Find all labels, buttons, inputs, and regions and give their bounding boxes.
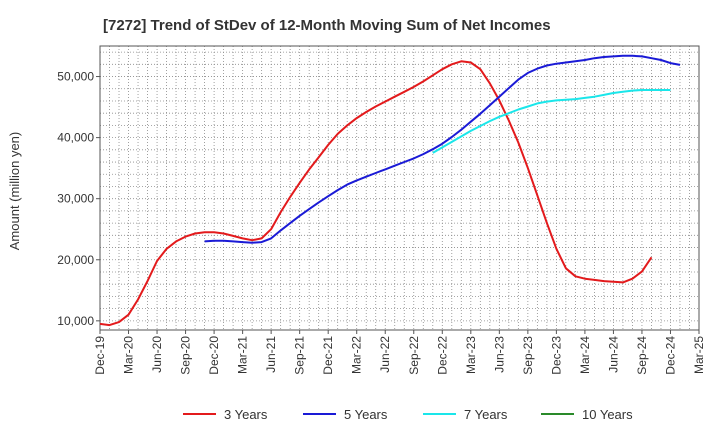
- x-tick-label: Dec-23: [549, 336, 563, 375]
- y-tick-label: 40,000: [57, 131, 94, 145]
- x-tick-label: Mar-22: [350, 336, 364, 374]
- legend-label: 3 Years: [224, 407, 268, 422]
- series-line-7-years: [432, 89, 671, 154]
- legend-label: 5 Years: [344, 407, 388, 422]
- x-tick-label: Sep-21: [293, 336, 307, 375]
- series-line-5-years: [204, 54, 681, 244]
- x-tick-label: Mar-21: [236, 336, 250, 374]
- x-tick-label: Dec-19: [93, 336, 107, 375]
- plot-background: [100, 46, 699, 330]
- x-tick-label: Jun-22: [378, 336, 392, 373]
- y-tick-label: 30,000: [57, 192, 94, 206]
- legend-label: 7 Years: [464, 407, 508, 422]
- plot-area: 10,000 20,000 30,000 40,000 50,000 Dec-19 Mar-…: [57, 45, 706, 375]
- legend-label: 10 Years: [582, 407, 633, 422]
- x-tick-label: Jun-24: [606, 336, 620, 373]
- x-tick-label: Dec-20: [207, 336, 221, 375]
- x-tick-label: Jun-23: [492, 336, 506, 373]
- x-tick-label: Mar-23: [464, 336, 478, 374]
- x-tick-label: Dec-24: [663, 336, 677, 375]
- series-line-3-years: [99, 60, 653, 327]
- x-tick-label: Mar-20: [122, 336, 136, 374]
- legend: 3 Years 5 Years 7 Years 10 Years: [183, 407, 633, 422]
- x-tick-label: Sep-24: [635, 336, 649, 375]
- x-tick-label: Mar-25: [692, 336, 706, 374]
- y-axis-label: Amount (million yen): [7, 132, 22, 251]
- x-tick-label: Dec-22: [435, 336, 449, 375]
- chart-title: [7272] Trend of StDev of 12-Month Moving…: [103, 17, 551, 34]
- x-tick-label: Sep-23: [521, 336, 535, 375]
- legend-item: 7 Years: [423, 407, 508, 422]
- y-tick-label: 10,000: [57, 314, 94, 328]
- legend-item: 5 Years: [303, 407, 388, 422]
- legend-item: 3 Years: [183, 407, 268, 422]
- plot-border: [99, 45, 700, 331]
- x-tick-label: Sep-22: [407, 336, 421, 375]
- legend-item: 10 Years: [541, 407, 633, 422]
- x-tick-label: Dec-21: [321, 336, 335, 375]
- x-tick-label: Sep-20: [179, 336, 193, 375]
- x-tick-label: Jun-20: [150, 336, 164, 373]
- x-tick-label: Mar-24: [578, 336, 592, 374]
- y-tick-label: 20,000: [57, 253, 94, 267]
- y-tick-label: 50,000: [57, 70, 94, 84]
- x-tick-label: Jun-21: [264, 336, 278, 373]
